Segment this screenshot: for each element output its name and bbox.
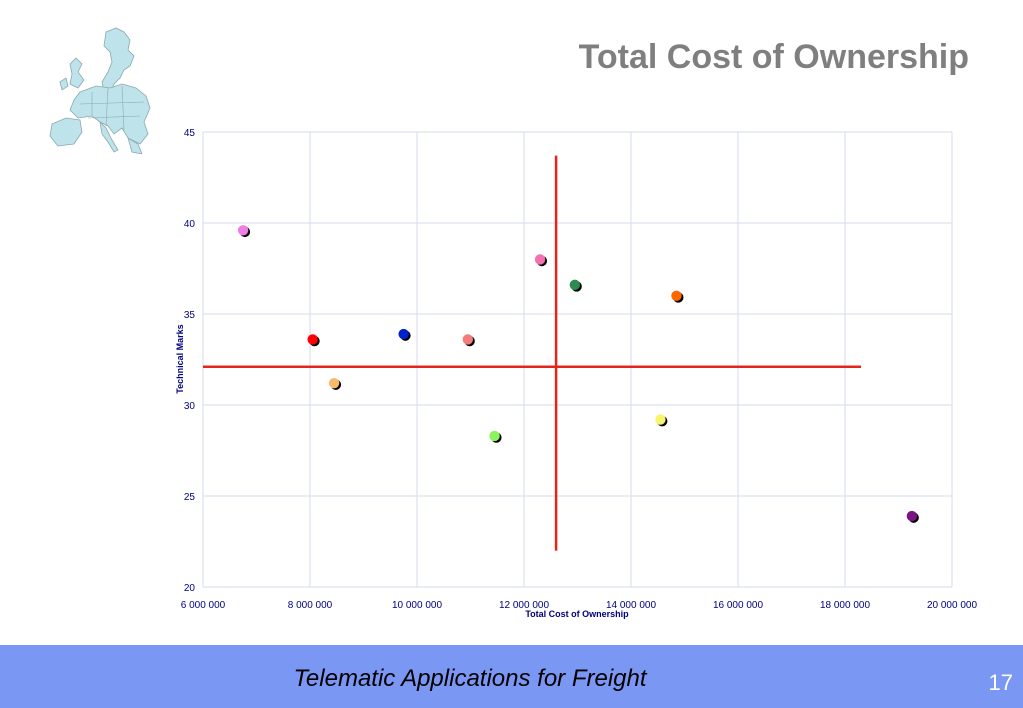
data-point <box>462 334 474 345</box>
y-tick-label: 25 <box>184 492 196 503</box>
footer-bar: Telematic Applications for Freight 17 <box>0 645 1023 708</box>
x-tick-label: 14 000 000 <box>606 600 656 611</box>
x-tick-label: 16 000 000 <box>713 600 763 611</box>
data-point <box>398 328 409 340</box>
x-tick-label: 6 000 000 <box>181 600 226 611</box>
data-point <box>534 254 546 265</box>
x-axis-ticks: 6 000 000 8 000 000 10 000 000 12 000 000 14… <box>181 600 978 611</box>
scatter-chart: 6 000 000 8 000 000 10 000 000 12 000 000 14… <box>175 128 978 619</box>
page-number: 17 <box>988 670 1013 695</box>
x-tick-label: 8 000 000 <box>288 600 333 611</box>
data-point <box>328 377 340 389</box>
y-tick-label: 30 <box>184 401 196 412</box>
y-axis-ticks: 20 25 30 35 40 45 <box>184 128 196 594</box>
data-point <box>307 334 318 345</box>
data-point <box>489 430 500 442</box>
data-points <box>237 225 919 523</box>
y-tick-label: 20 <box>184 583 196 594</box>
data-point <box>906 510 918 522</box>
footer-title: Telematic Applications for Freight <box>293 665 647 692</box>
x-tick-label: 12 000 000 <box>499 600 549 611</box>
x-tick-label: 18 000 000 <box>820 600 870 611</box>
y-tick-label: 35 <box>184 310 196 321</box>
x-tick-label: 20 000 000 <box>927 600 977 611</box>
data-point <box>237 225 249 236</box>
y-tick-label: 45 <box>184 128 196 139</box>
chart-grid <box>202 131 953 588</box>
data-point <box>655 414 666 425</box>
x-tick-label: 10 000 000 <box>392 600 442 611</box>
europe-map-icon <box>49 27 151 154</box>
y-axis-title: Technical Marks <box>175 324 185 393</box>
data-point <box>569 279 581 291</box>
y-tick-label: 40 <box>184 219 196 230</box>
threshold-lines <box>203 155 862 551</box>
slide-title: Total Cost of Ownership <box>578 38 969 76</box>
x-axis-title: Total Cost of Ownership <box>525 609 629 619</box>
data-point <box>671 290 682 301</box>
